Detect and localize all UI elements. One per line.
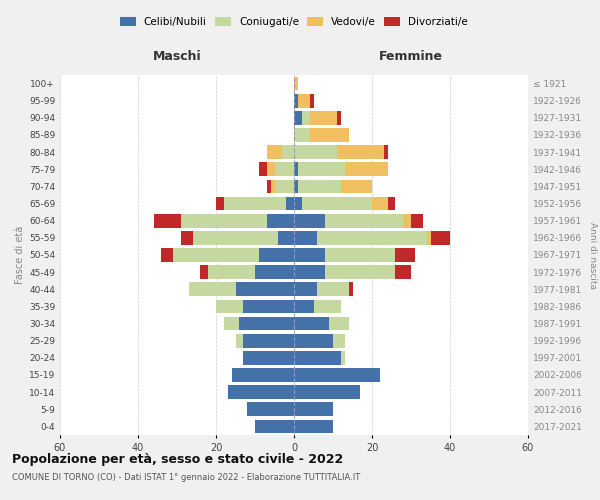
Bar <box>235 334 244 347</box>
Bar <box>298 94 310 108</box>
Bar <box>247 402 294 416</box>
Bar <box>294 368 380 382</box>
Bar <box>294 180 298 194</box>
Text: Anni di nascita: Anni di nascita <box>588 222 597 288</box>
Bar <box>193 231 278 244</box>
Bar <box>255 266 294 279</box>
Bar <box>294 162 298 176</box>
Bar <box>294 231 317 244</box>
Bar <box>294 196 302 210</box>
Bar <box>341 180 372 194</box>
Bar <box>278 231 294 244</box>
Bar <box>294 266 325 279</box>
Bar <box>244 351 294 364</box>
Bar <box>317 231 427 244</box>
Bar <box>173 248 259 262</box>
Text: Maschi: Maschi <box>152 50 202 63</box>
Y-axis label: Fasce di età: Fasce di età <box>15 226 25 284</box>
Bar <box>337 146 384 159</box>
Bar <box>395 248 415 262</box>
Bar <box>349 282 353 296</box>
Bar <box>275 180 294 194</box>
Bar <box>310 128 349 142</box>
Bar <box>395 266 411 279</box>
Bar <box>294 214 325 228</box>
Bar <box>216 300 244 314</box>
Bar <box>267 180 271 194</box>
Bar <box>302 196 372 210</box>
Bar <box>244 334 294 347</box>
Bar <box>294 146 337 159</box>
Bar <box>431 231 450 244</box>
Bar <box>302 111 310 124</box>
Bar <box>161 248 173 262</box>
Bar <box>181 214 266 228</box>
Bar <box>224 196 286 210</box>
Text: COMUNE DI TORNO (CO) - Dati ISTAT 1° gennaio 2022 - Elaborazione TUTTITALIA.IT: COMUNE DI TORNO (CO) - Dati ISTAT 1° gen… <box>12 472 360 482</box>
Bar <box>294 94 298 108</box>
Bar <box>294 128 310 142</box>
Bar <box>333 334 344 347</box>
Bar <box>154 214 181 228</box>
Bar <box>294 111 302 124</box>
Bar <box>244 300 294 314</box>
Bar <box>283 146 294 159</box>
Bar <box>235 282 294 296</box>
Bar <box>188 282 235 296</box>
Bar <box>200 266 208 279</box>
Bar <box>427 231 431 244</box>
Bar <box>317 282 349 296</box>
Bar <box>325 214 403 228</box>
Bar <box>232 368 294 382</box>
Bar <box>239 316 294 330</box>
Bar <box>294 386 360 399</box>
Bar <box>294 402 333 416</box>
Bar <box>294 76 298 90</box>
Bar <box>216 196 224 210</box>
Bar <box>310 94 314 108</box>
Bar <box>294 420 333 434</box>
Bar <box>341 351 344 364</box>
Bar <box>259 162 266 176</box>
Bar <box>228 386 294 399</box>
Bar <box>266 214 294 228</box>
Bar <box>255 420 294 434</box>
Bar <box>384 146 388 159</box>
Bar <box>325 266 395 279</box>
Bar <box>298 162 344 176</box>
Bar <box>224 316 239 330</box>
Bar <box>294 316 329 330</box>
Bar <box>372 196 388 210</box>
Bar <box>294 351 341 364</box>
Text: Popolazione per età, sesso e stato civile - 2022: Popolazione per età, sesso e stato civil… <box>12 452 343 466</box>
Bar <box>388 196 395 210</box>
Bar <box>314 300 341 314</box>
Bar <box>325 248 395 262</box>
Bar <box>259 248 294 262</box>
Bar <box>294 300 314 314</box>
Bar <box>403 214 411 228</box>
Bar <box>275 162 294 176</box>
Bar <box>298 180 341 194</box>
Bar <box>337 111 341 124</box>
Bar <box>411 214 422 228</box>
Bar <box>294 282 317 296</box>
Bar <box>344 162 388 176</box>
Bar <box>271 180 275 194</box>
Text: Femmine: Femmine <box>379 50 443 63</box>
Bar <box>294 334 333 347</box>
Bar <box>181 231 193 244</box>
Bar <box>208 266 255 279</box>
Bar <box>294 248 325 262</box>
Bar <box>329 316 349 330</box>
Legend: Celibi/Nubili, Coniugati/e, Vedovi/e, Divorziati/e: Celibi/Nubili, Coniugati/e, Vedovi/e, Di… <box>116 12 472 32</box>
Bar <box>266 146 283 159</box>
Bar <box>310 111 337 124</box>
Bar <box>286 196 294 210</box>
Bar <box>266 162 275 176</box>
